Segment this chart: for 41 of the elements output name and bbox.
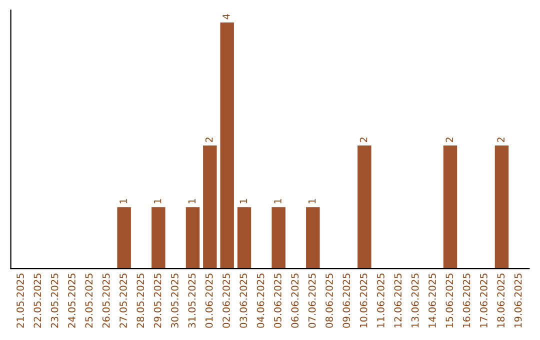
x-tick-label: 29.05.2025 <box>154 274 162 328</box>
x-tick-label: 14.06.2025 <box>428 274 436 328</box>
x-tick-label: 17.06.2025 <box>480 274 488 328</box>
data-label: 1 <box>154 199 162 204</box>
x-tick-label: 18.06.2025 <box>497 274 505 328</box>
x-tick-label: 03.06.2025 <box>240 274 248 328</box>
x-tick-label: 27.05.2025 <box>120 274 127 328</box>
data-label: 1 <box>188 199 196 204</box>
x-tick-label: 02.06.2025 <box>222 274 230 328</box>
x-tick-label: 05.06.2025 <box>274 274 282 328</box>
data-label: 4 <box>222 14 230 20</box>
x-tick-label: 11.06.2025 <box>377 274 384 328</box>
data-label: 2 <box>497 138 504 142</box>
x-tick-label: 08.06.2025 <box>326 274 333 328</box>
x-tick-label: 23.05.2025 <box>50 274 58 328</box>
data-label: 1 <box>308 199 316 204</box>
x-tick-label: 09.06.2025 <box>342 274 350 328</box>
x-tick-label: 04.06.2025 <box>256 274 264 328</box>
data-label: 1 <box>274 199 282 204</box>
x-tick-label: 10.06.2025 <box>360 274 368 328</box>
x-tick-label: 19.06.2025 <box>514 274 522 328</box>
x-tick-label: 22.05.2025 <box>34 274 42 328</box>
x-tick-label: 28.05.2025 <box>136 274 144 328</box>
x-tick-label: 30.05.2025 <box>171 274 178 328</box>
data-label: 1 <box>120 199 127 204</box>
x-tick-label: 25.05.2025 <box>85 274 93 328</box>
x-tick-label: 15.06.2025 <box>446 274 454 328</box>
x-tick-label: 24.05.2025 <box>68 274 76 328</box>
data-label: 1 <box>240 199 247 204</box>
data-label: 2 <box>360 138 368 142</box>
x-tick-label: 21.05.2025 <box>16 274 24 328</box>
data-label: 2 <box>205 138 213 142</box>
x-tick-label: 13.06.2025 <box>411 274 419 328</box>
x-tick-label: 06.06.2025 <box>291 274 299 328</box>
x-tick-label: 01.06.2025 <box>205 274 213 328</box>
x-tick-label: 26.05.2025 <box>102 274 110 328</box>
x-tick-label: 12.06.2025 <box>394 274 402 328</box>
x-tick-label: 31.05.2025 <box>188 274 196 328</box>
x-tick-label: 07.06.2025 <box>308 274 316 328</box>
x-tick-label: 16.06.2025 <box>462 274 470 328</box>
data-label: 2 <box>446 138 453 142</box>
